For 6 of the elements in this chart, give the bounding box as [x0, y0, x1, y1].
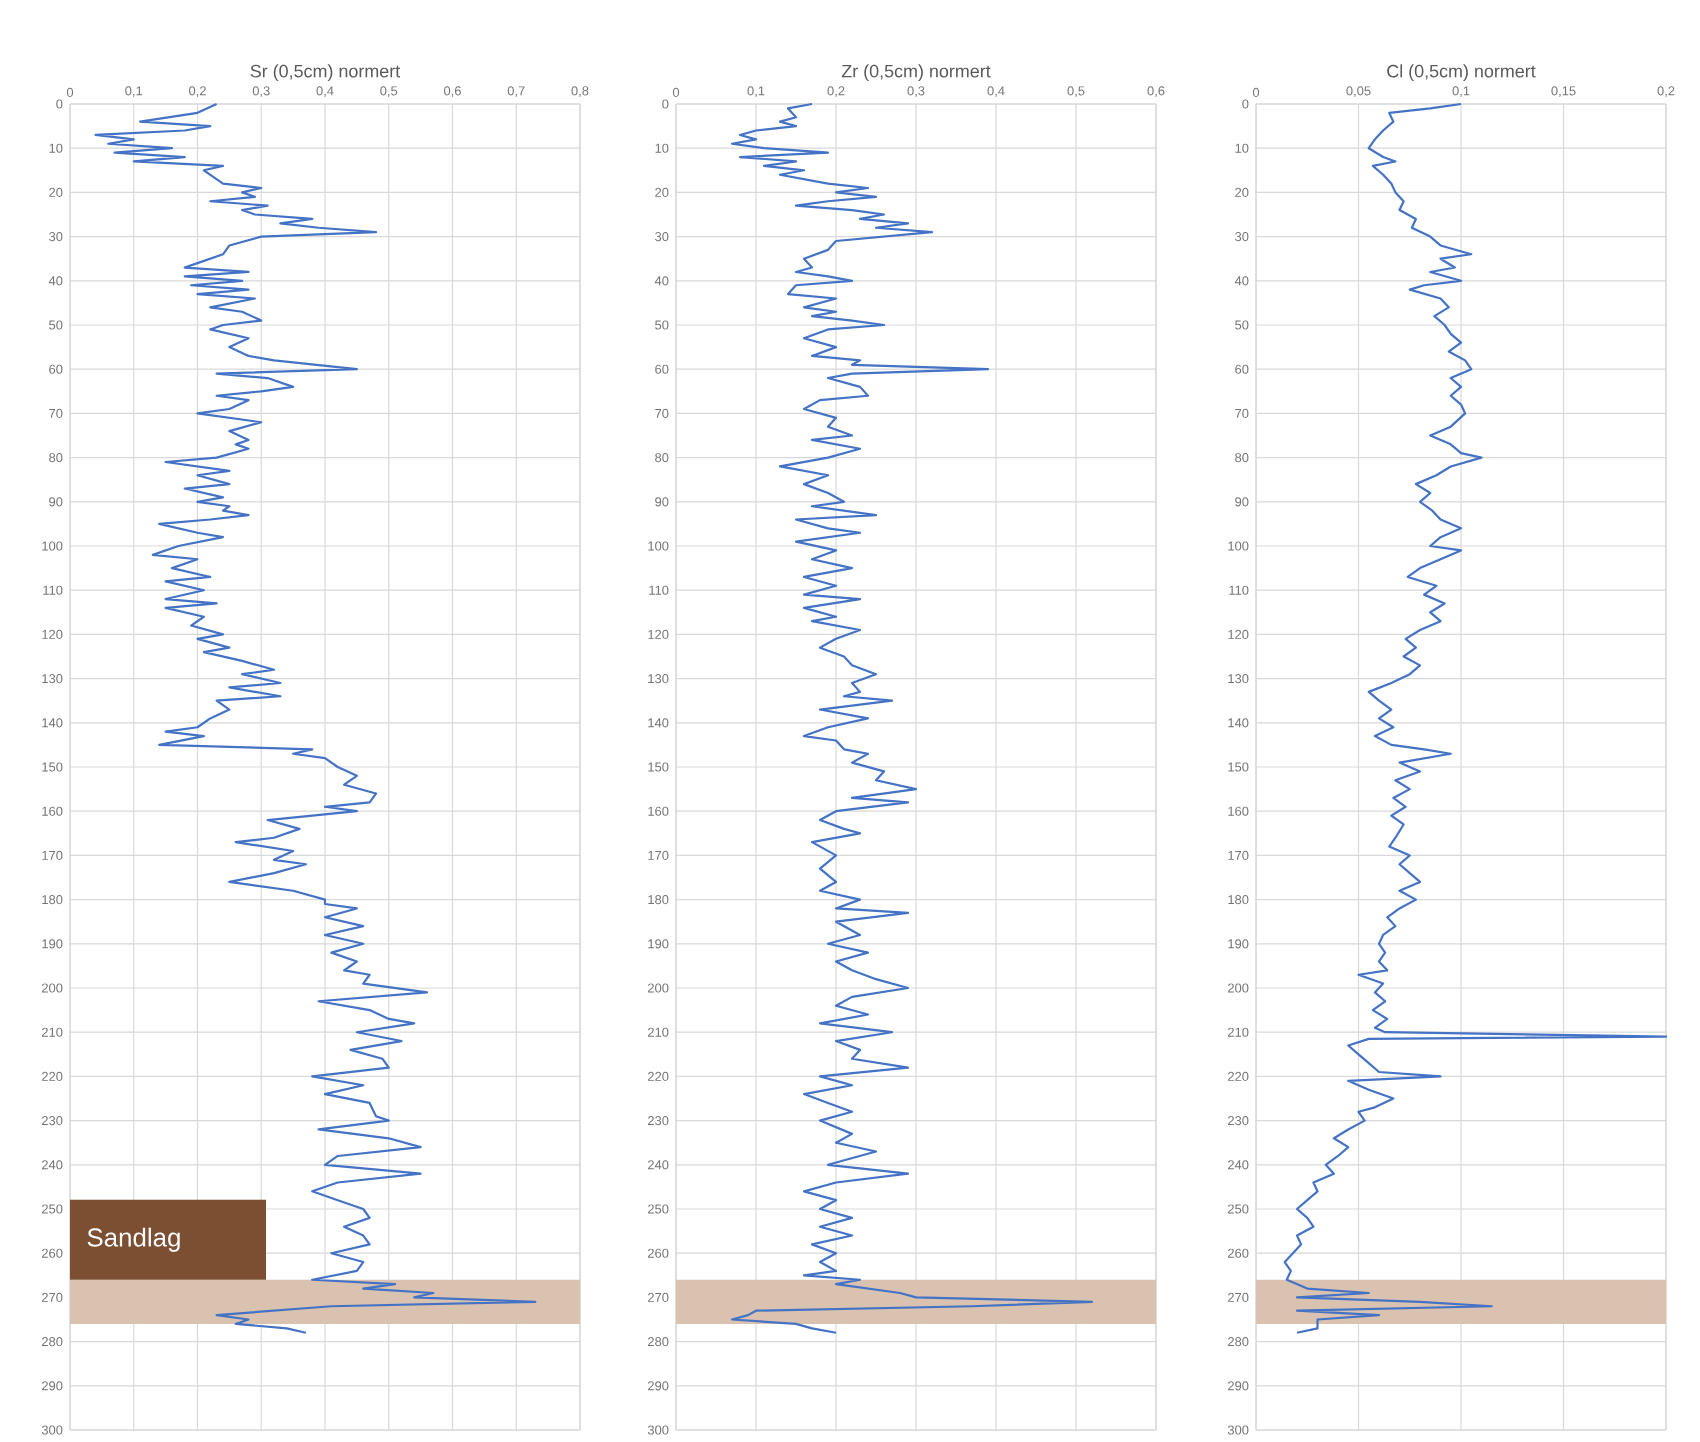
line-series — [1283, 103, 1668, 1335]
band-label: Sandlag — [87, 1228, 180, 1253]
chart-title: Sr (0,5cm) normert — [250, 64, 401, 82]
line-series — [730, 103, 1094, 1335]
chart-title: Zr (0,5cm) normert — [841, 64, 991, 82]
chart-title: Cl (0,5cm) normert — [1387, 64, 1536, 82]
